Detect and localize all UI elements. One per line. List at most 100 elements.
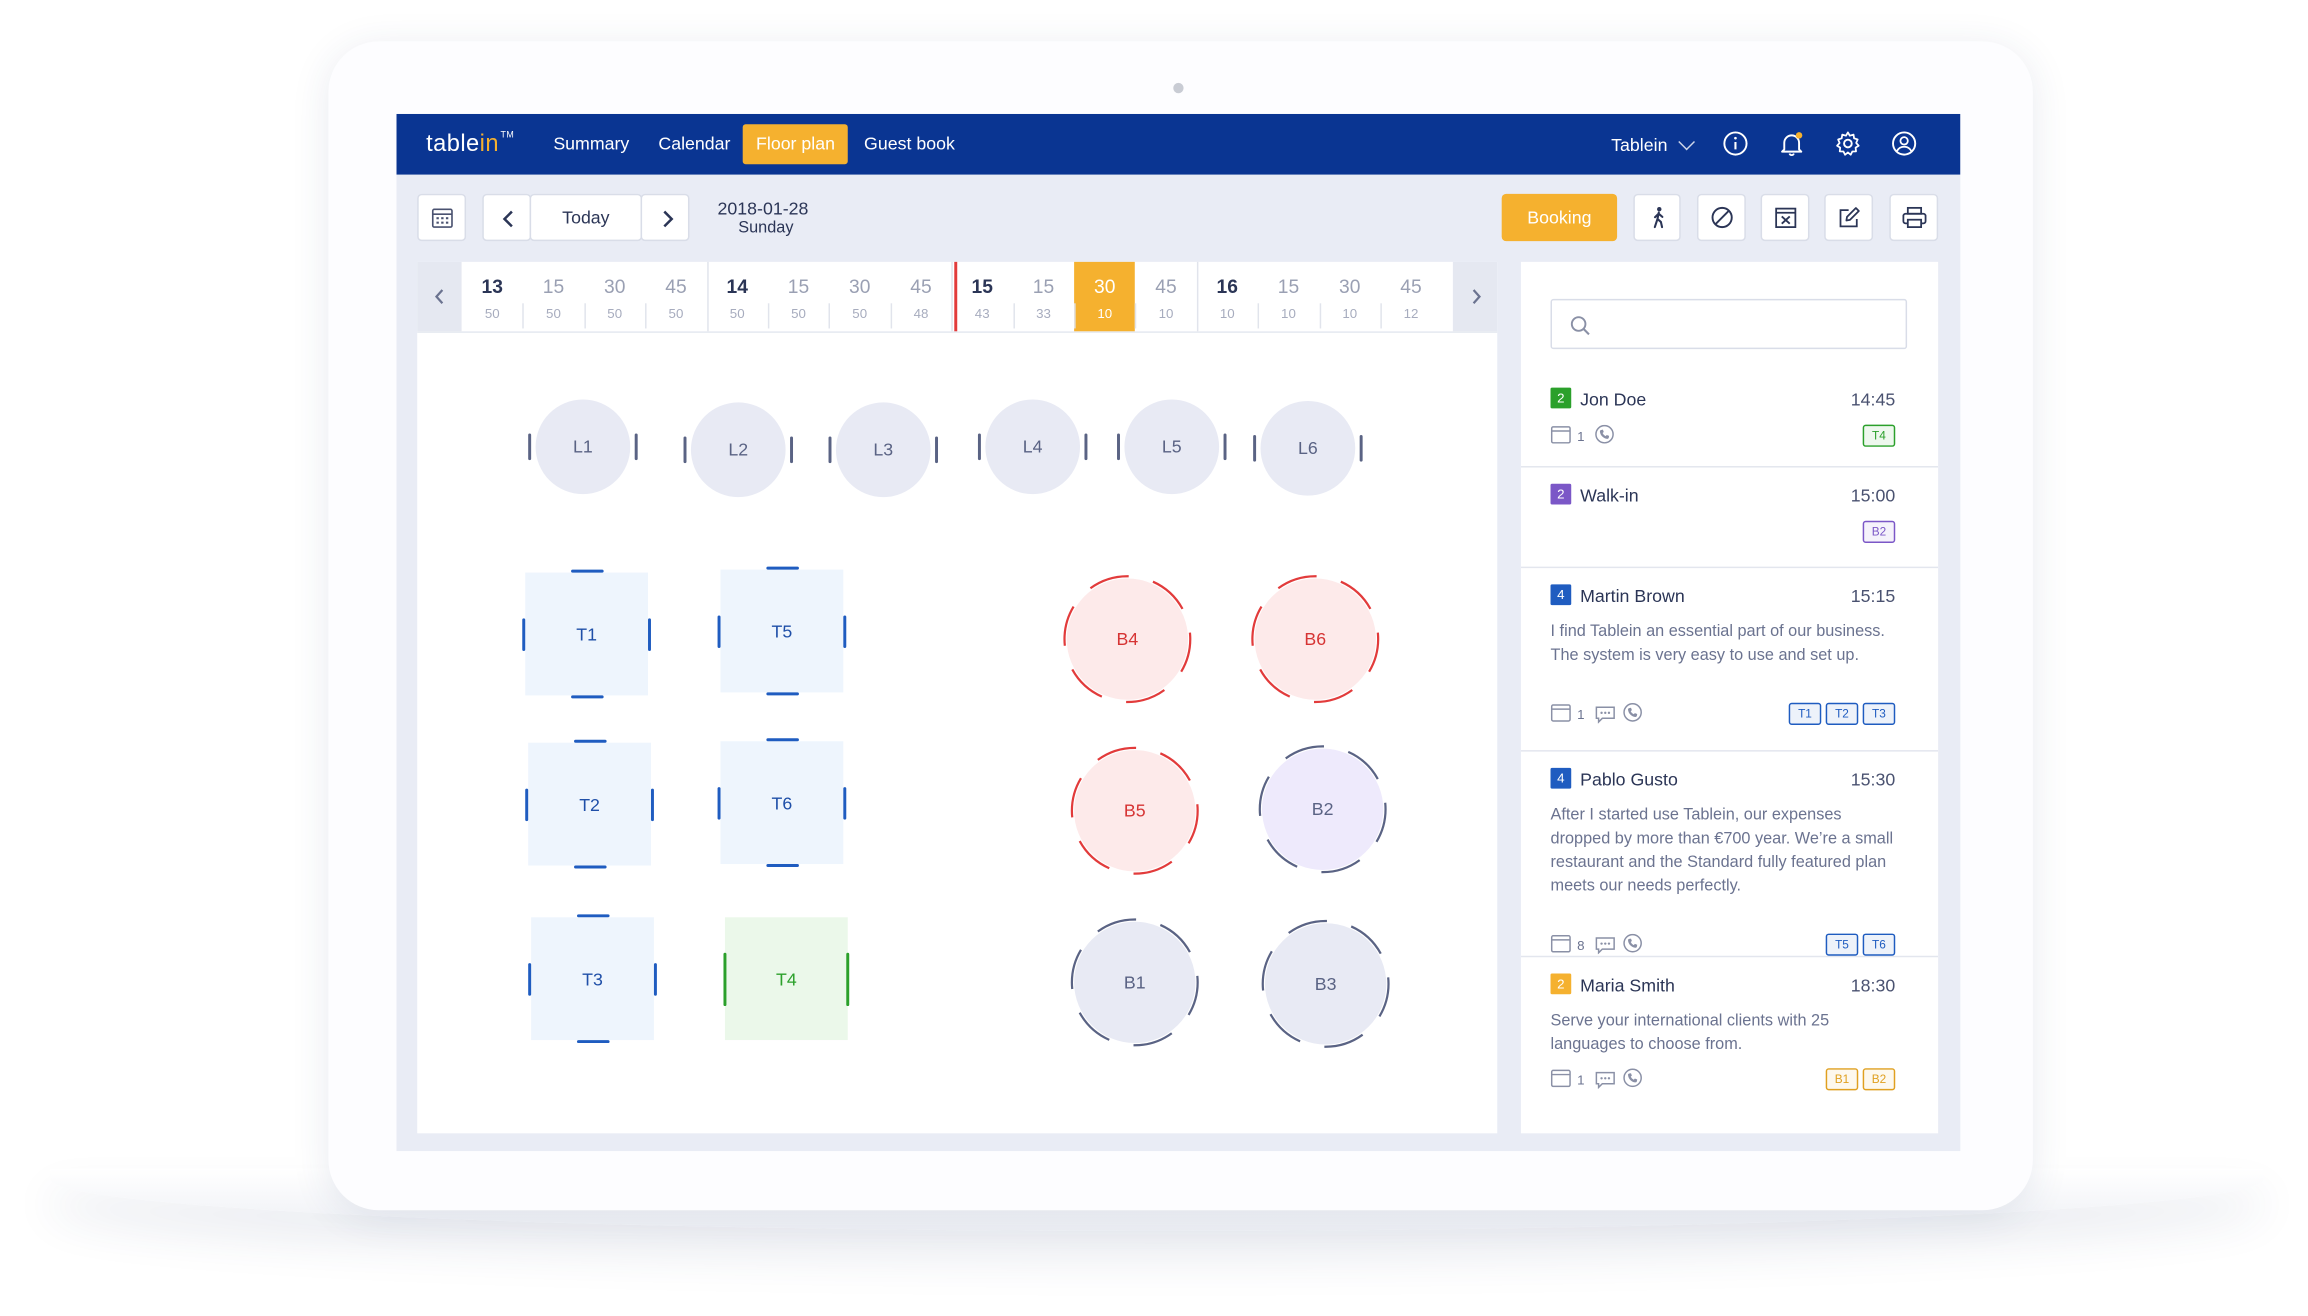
table-tag[interactable]: T1 — [1788, 702, 1822, 725]
reservation-panel: 2 Jon Doe 14:45 1 T4 2 Walk-in 15:00 B2 4 Martin B… — [1520, 261, 1939, 1134]
time-slot[interactable]: 30 10 — [1319, 262, 1380, 332]
chair-ring — [1070, 746, 1199, 875]
reservation-time: 15:30 — [1850, 769, 1896, 791]
table-tag[interactable]: T2 — [1825, 702, 1859, 725]
table-tag[interactable]: B2 — [1862, 520, 1896, 543]
block-icon — [1710, 206, 1734, 237]
timeline-divider — [645, 303, 647, 329]
time-slot[interactable]: 15 43 — [952, 262, 1013, 332]
block-button[interactable] — [1696, 193, 1746, 242]
time-slot[interactable]: 45 12 — [1380, 262, 1441, 332]
table-t2[interactable]: T2 — [525, 739, 654, 869]
table-tag[interactable]: T6 — [1862, 933, 1896, 956]
chair — [528, 962, 532, 995]
time-slot[interactable]: 15 10 — [1258, 262, 1319, 332]
table-b1[interactable]: B1 — [1070, 918, 1199, 1047]
chair — [525, 787, 529, 821]
chair-ring — [1261, 919, 1390, 1048]
time-slot[interactable]: 30 50 — [584, 262, 645, 332]
nav-floor-plan[interactable]: Floor plan — [742, 124, 849, 165]
current-weekday: Sunday — [738, 218, 794, 237]
timeline-divider — [1012, 303, 1015, 329]
table-label: T3 — [582, 968, 603, 990]
table-label: L2 — [728, 439, 749, 461]
chevron-down-icon[interactable] — [1678, 133, 1695, 151]
timeline-prev-button[interactable] — [417, 261, 462, 332]
nav-guest-book[interactable]: Guest book — [864, 133, 955, 154]
reservation-item[interactable]: 2 Jon Doe 14:45 1 T4 — [1520, 371, 1939, 468]
user-menu-label[interactable]: Tablein — [1611, 134, 1668, 156]
chair — [528, 433, 532, 461]
print-button[interactable] — [1889, 193, 1939, 242]
walk-in-button[interactable] — [1633, 193, 1681, 242]
reservation-item[interactable]: 2 Maria Smith 18:30 Serve your internationa… — [1521, 957, 1938, 1133]
table-b2[interactable]: B2 — [1258, 745, 1387, 874]
user-icon[interactable] — [1891, 130, 1918, 157]
table-t3[interactable]: T3 — [528, 914, 657, 1044]
time-slot-label: 15 — [542, 275, 565, 298]
search-input[interactable] — [1550, 298, 1908, 350]
info-icon[interactable] — [1722, 130, 1749, 157]
table-tag[interactable]: T4 — [1862, 424, 1896, 447]
time-slot[interactable]: 16 10 — [1197, 262, 1258, 332]
time-slot[interactable]: 15 50 — [523, 262, 584, 332]
table-l2[interactable]: L2 — [683, 402, 794, 498]
time-slot[interactable]: 30 50 — [829, 262, 890, 332]
calendar-button[interactable] — [417, 193, 467, 242]
reservation-meta: 1 — [1550, 703, 1669, 724]
table-b3[interactable]: B3 — [1261, 919, 1390, 1048]
table-tags: T4 — [1862, 424, 1896, 447]
table-l1[interactable]: L1 — [528, 399, 638, 495]
table-label: T1 — [576, 623, 597, 645]
table-tag[interactable]: B1 — [1825, 1068, 1859, 1091]
gear-icon[interactable] — [1835, 130, 1862, 157]
table-t4[interactable]: T4 — [723, 917, 850, 1041]
nav-calendar[interactable]: Calendar — [658, 133, 731, 154]
camera-dot — [1173, 82, 1184, 94]
table-b4[interactable]: B4 — [1063, 575, 1192, 704]
time-slot[interactable]: 15 50 — [768, 262, 829, 332]
table-l3[interactable]: L3 — [828, 402, 939, 498]
timeline-next-button[interactable] — [1452, 261, 1498, 332]
table-tag[interactable]: T5 — [1825, 933, 1859, 956]
time-slot-covers: 50 — [546, 306, 561, 322]
table-t5[interactable]: T5 — [717, 566, 847, 696]
time-slot[interactable]: 30 10 — [1074, 261, 1136, 332]
edit-button[interactable] — [1824, 193, 1874, 242]
reservation-item[interactable]: 2 Walk-in 15:00 B2 — [1520, 468, 1939, 569]
time-slot-covers: 10 — [1281, 306, 1296, 322]
bell-icon[interactable] — [1778, 130, 1805, 157]
table-b6[interactable]: B6 — [1251, 575, 1380, 704]
chair — [570, 695, 603, 699]
time-slot-timeline: 13 50 15 50 30 50 45 50 14 50 15 50 30 50 45 48 15 43 15 33… — [417, 261, 1498, 332]
time-slot-covers: 50 — [668, 306, 684, 322]
time-slot[interactable]: 13 50 — [462, 262, 523, 332]
time-slot[interactable]: 45 48 — [890, 262, 951, 332]
table-tag[interactable]: B2 — [1862, 1068, 1896, 1091]
nav-summary[interactable]: Summary — [553, 133, 630, 154]
reservation-item[interactable]: 4 Pablo Gusto 15:30 After I started use Tab… — [1520, 752, 1939, 958]
time-slot-label: 15 — [787, 275, 810, 298]
time-slot[interactable]: 45 50 — [645, 262, 706, 332]
booking-button[interactable]: Booking — [1501, 193, 1618, 242]
next-day-button[interactable] — [640, 193, 690, 242]
cancel-table-icon — [1774, 206, 1798, 237]
comment-icon — [1595, 704, 1616, 731]
time-slot[interactable]: 14 50 — [707, 262, 768, 332]
table-tag[interactable]: T3 — [1862, 702, 1896, 725]
table-l5[interactable]: L5 — [1117, 399, 1227, 495]
cancel-table-button[interactable] — [1760, 193, 1810, 242]
prev-day-button[interactable] — [482, 193, 532, 242]
reservation-item[interactable]: 4 Martin Brown 15:15 I find Tablein an esse… — [1520, 568, 1939, 752]
table-t6[interactable]: T6 — [717, 738, 847, 867]
tablein-logo[interactable]: tableinTM — [426, 132, 514, 159]
time-slot-covers: 50 — [852, 306, 868, 322]
time-slot[interactable]: 15 33 — [1013, 262, 1074, 332]
time-slot[interactable]: 45 10 — [1135, 262, 1196, 332]
table-b5[interactable]: B5 — [1070, 746, 1199, 875]
today-button[interactable]: Today — [529, 193, 643, 242]
table-l4[interactable]: L4 — [977, 399, 1088, 495]
table-l6[interactable]: L6 — [1253, 400, 1363, 496]
time-slot-covers: 12 — [1403, 306, 1419, 322]
table-t1[interactable]: T1 — [522, 569, 651, 699]
